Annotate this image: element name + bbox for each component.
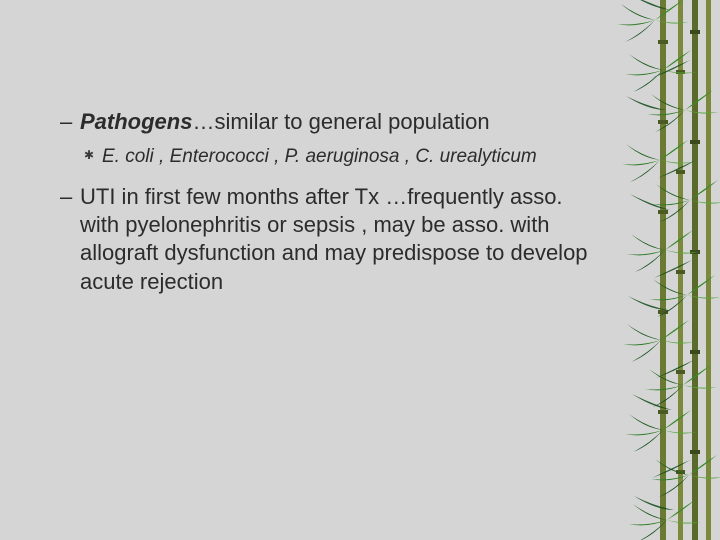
bullet-pathogens: Pathogens…similar to general population bbox=[60, 108, 590, 136]
bullet-lead: Pathogens bbox=[80, 109, 192, 134]
slide-content: Pathogens…similar to general population … bbox=[60, 108, 590, 296]
slide: Pathogens…similar to general population … bbox=[0, 0, 720, 540]
subbullet-organisms: E. coli , Enterococci , P. aeruginosa , … bbox=[60, 144, 590, 170]
bullet-rest: …similar to general population bbox=[192, 109, 489, 134]
bullet-uti-text: UTI in first few months after Tx …freque… bbox=[80, 184, 588, 293]
bamboo-decoration bbox=[600, 0, 720, 540]
bamboo-icon bbox=[600, 0, 720, 540]
bullet-uti: UTI in first few months after Tx …freque… bbox=[60, 183, 590, 296]
subbullet-text: E. coli , Enterococci , P. aeruginosa , … bbox=[102, 146, 537, 167]
